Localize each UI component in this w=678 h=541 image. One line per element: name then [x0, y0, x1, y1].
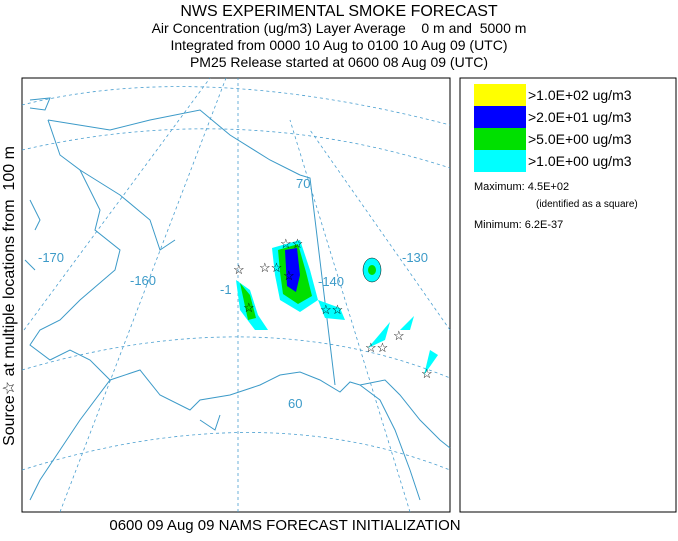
legend-swatch [474, 106, 526, 128]
svg-text:☆: ☆ [243, 300, 255, 315]
map-label: -140 [318, 274, 344, 289]
legend-label: >1.0E+02 ug/m3 [528, 87, 632, 103]
side-label: Source☆ at multiple locations from 100 m [1, 146, 18, 446]
svg-text:☆: ☆ [283, 268, 295, 283]
subtitle: Integrated from 0000 10 Aug to 0100 10 A… [171, 37, 508, 53]
svg-text:☆☆: ☆☆ [259, 260, 282, 275]
legend-label: >2.0E+01 ug/m3 [528, 109, 632, 125]
svg-text:☆: ☆ [393, 328, 405, 343]
legend-swatch [474, 150, 526, 172]
map-label: -160 [130, 273, 156, 288]
legend-label: >5.0E+00 ug/m3 [528, 131, 632, 147]
map: ☆ ☆☆☆☆☆ ☆ ☆☆☆☆☆☆ -170 -160 -1 -140 -130 70… [21, 77, 451, 513]
maximum: Maximum: 4.5E+02 [474, 181, 569, 193]
map-label: -1 [220, 282, 232, 297]
sources: ☆ ☆☆☆☆☆ ☆ ☆☆☆☆☆☆ [233, 236, 433, 381]
title: NWS EXPERIMENTAL SMOKE FORECAST [180, 3, 498, 20]
legend-swatch [474, 128, 526, 150]
svg-text:☆☆: ☆☆ [365, 340, 388, 355]
minimum: Minimum: 6.2E-37 [474, 219, 563, 231]
map-label: 70 [296, 176, 310, 191]
coastline [24, 97, 451, 501]
graticule [21, 77, 451, 513]
legend: Maximum: 4.5E+02 (identified as a square… [459, 77, 677, 513]
svg-text:☆☆: ☆☆ [280, 236, 303, 251]
map-label: 60 [288, 396, 302, 411]
legend-swatch [474, 84, 526, 106]
map-label: -130 [402, 250, 428, 265]
maximum-note: (identified as a square) [536, 199, 638, 210]
svg-text:☆: ☆ [233, 262, 245, 277]
svg-text:☆☆: ☆☆ [320, 302, 343, 317]
smoke [236, 240, 438, 375]
footer: 0600 09 Aug 09 NAMS FORECAST INITIALIZAT… [109, 517, 460, 534]
map-frame [21, 77, 451, 513]
map-label: -170 [38, 250, 64, 265]
subtitle: PM25 Release started at 0600 08 Aug 09 (… [190, 54, 488, 70]
legend-label: >1.0E+00 ug/m3 [528, 153, 632, 169]
subtitle: Air Concentration (ug/m3) Layer Average … [152, 20, 527, 36]
svg-text:☆: ☆ [421, 366, 433, 381]
